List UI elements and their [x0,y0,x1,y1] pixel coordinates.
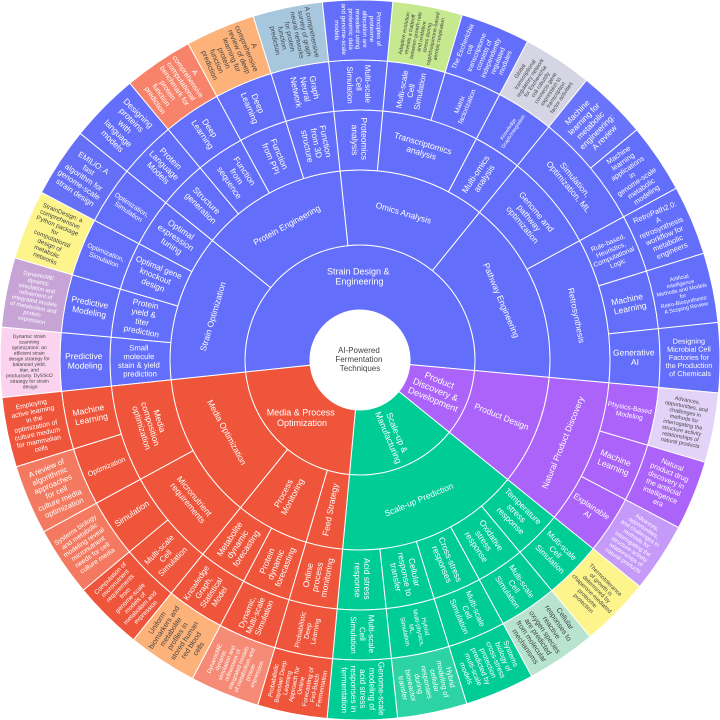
sector-label: DynamicME: dynamic simulation and refine… [203,634,269,698]
sector-label: Computation of micronutrient requirement… [92,559,164,631]
sector-label: Dynamic strain scanning optimization: an… [6,334,55,391]
sector-label: Hybrid modeling of cellular responses du… [395,658,459,708]
sector-label: Systems biology of cross-stress protecti… [454,633,523,694]
sector-label: Cellular responses to reactive oxygen sp… [507,595,584,670]
sector-label: Proteomics analysis [349,117,369,162]
sector-label: Advances, opportunities, and challenges … [602,508,669,576]
sector-label: Acid stress response [352,558,372,602]
sector-label: A review of algorithmic approaches for c… [23,454,88,521]
sector-label: Designing Microbial Cell Factories for t… [665,336,714,378]
sector-label: AI-Powered Fermentation Techniques [335,346,384,373]
sector-label: Probabilistic Bayesian Deep Learning App… [266,657,329,711]
sector-label: Principles of proteome allocation are re… [333,3,382,56]
sector-label: Genome-scale modeling of acid stress res… [339,662,385,718]
sector-label: Strain Design & Engineering [327,267,392,287]
sector-label: Natural product drug discovery in the ar… [637,453,695,515]
sector-label: Graph Neural Network [288,72,323,109]
sector-label: Media & Process Optimization [267,408,338,428]
sector-label: DynamicME: dynamic simulation and refine… [7,269,64,328]
sector-label: Multi-scale Cell Simulation [349,615,376,656]
sector-label: Small molecule stain & yield prediction [118,343,162,378]
sector-label: Function from 3D structure [299,124,334,164]
sector-label: Generative AI [613,348,657,368]
sector [1,390,75,468]
sector-label: Predictive Modeling [65,351,105,371]
sector-label: Multi-scale Cell Simulation [345,65,372,106]
sector-label: Systems biology and metabolic modeling r… [53,513,120,579]
